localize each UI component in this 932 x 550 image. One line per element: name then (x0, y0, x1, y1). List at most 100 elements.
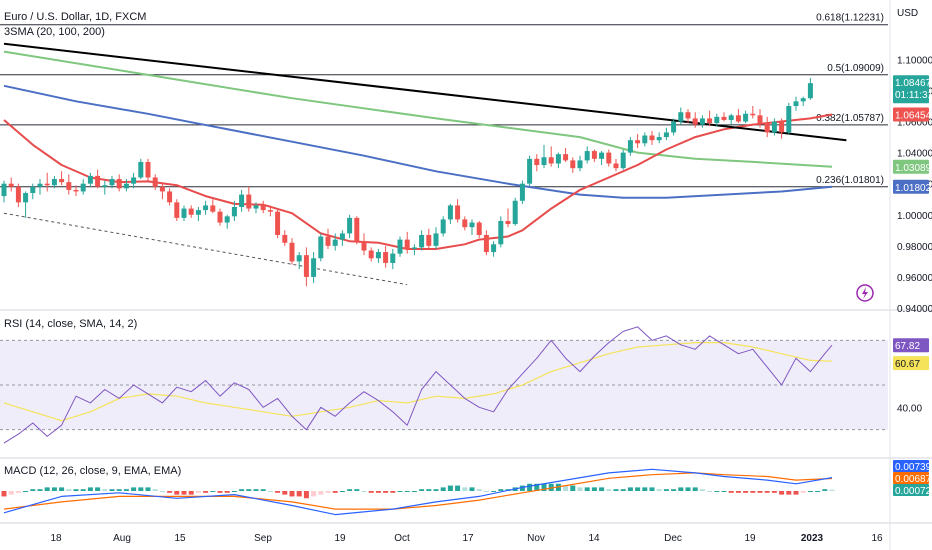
candle-body (267, 210, 273, 212)
candle-body (325, 236, 331, 246)
candle-body (203, 205, 209, 211)
macd-signal-line (3, 472, 833, 510)
candle-body (44, 183, 50, 186)
time-tick-label: Sep (254, 533, 272, 544)
candle-body (289, 242, 295, 262)
candle-body (570, 160, 576, 169)
macd-legend[interactable]: MACD (12, 26, close, 9, EMA, EMA) (4, 465, 182, 477)
candle-body (635, 140, 641, 144)
candle-body (159, 186, 165, 192)
candle-body (174, 202, 180, 218)
candle-body (721, 116, 727, 120)
macd-histogram-bar (368, 491, 374, 493)
candle-body (764, 123, 770, 133)
candle-body (620, 152, 626, 169)
macd-histogram-bar (195, 491, 201, 493)
macd-histogram-bar (563, 485, 569, 491)
candle-body (95, 175, 101, 187)
price-tick-label: 0.98000 (897, 242, 932, 253)
macd-histogram-bar (15, 491, 21, 493)
candle-body (807, 83, 813, 99)
price-tag-1-text: 1.06454 (895, 110, 932, 121)
price-tick-label: 0.96000 (897, 273, 932, 284)
macd-histogram-bar (779, 491, 785, 495)
candle-body (743, 113, 749, 122)
macd-histogram-bar (728, 491, 734, 493)
macd-histogram-bar (109, 489, 115, 491)
candle-body (167, 191, 173, 203)
candle-body (282, 234, 288, 243)
macd-histogram-bar (707, 491, 713, 492)
macd-histogram-bar (527, 483, 533, 491)
candle-body (541, 157, 547, 166)
candle-body (800, 98, 806, 102)
macd-histogram-bar (822, 489, 828, 491)
macd-histogram-bar (469, 487, 475, 491)
candle-body (750, 113, 756, 116)
macd-histogram-bar (714, 491, 720, 492)
candle-body (599, 152, 605, 159)
candle-body (188, 208, 194, 215)
macd-line (3, 468, 833, 516)
macd-histogram-bar (239, 489, 245, 491)
macd-histogram-bar (318, 491, 324, 495)
candle-body (224, 216, 230, 223)
candle-body (577, 160, 583, 169)
rsi-ma-value-tag (893, 356, 929, 371)
macd-histogram-bar (275, 491, 281, 493)
macd-histogram-bar (815, 491, 821, 492)
sma20-line (3, 113, 833, 250)
rsi-ma-value-tag-text: 60.67 (895, 359, 920, 370)
macd-histogram-bar (23, 491, 29, 492)
candle-body (779, 121, 785, 133)
sma-legend[interactable]: 3SMA (20, 100, 200) (4, 26, 105, 38)
candle-body (87, 175, 93, 184)
candle-body (23, 193, 29, 203)
candle-body (152, 177, 158, 187)
candle-body (102, 185, 108, 187)
macd-histogram-bar (260, 489, 266, 491)
macd-histogram-bar (1, 491, 7, 497)
macd-histogram-bar (692, 487, 698, 491)
rsi-line (3, 326, 833, 444)
candle-body (195, 210, 201, 215)
candle-body (685, 112, 691, 119)
price-tick-label: 0.94000 (897, 304, 932, 315)
candle-body (116, 179, 122, 189)
price-tag-1 (893, 107, 929, 122)
macd-histogram-bar (519, 485, 525, 491)
price-tag-2 (893, 159, 929, 174)
price-tag-2-text: 1.03089 (895, 163, 932, 174)
candle-body (404, 239, 410, 249)
candle-body (527, 158, 533, 184)
candle-body (642, 135, 648, 144)
macd-histogram-bar (397, 491, 403, 492)
macd-histogram-bar (419, 489, 425, 491)
macd-histogram-bar (606, 489, 612, 491)
candle-body (613, 163, 619, 169)
candle-body (246, 194, 252, 209)
macd-histogram-bar (311, 491, 317, 497)
candle-body (555, 154, 561, 164)
symbol-title[interactable]: Euro / U.S. Dollar, 1D, FXCM (4, 11, 147, 23)
candle-body (469, 222, 475, 228)
candle-body (728, 115, 734, 120)
candle-body (131, 177, 137, 184)
candle-body (15, 186, 21, 203)
macd-histogram-bar (433, 489, 439, 491)
trendline (3, 42, 847, 142)
macd-histogram-bar (786, 491, 792, 495)
fib-level-label: 0.618(1.12231) (816, 13, 884, 24)
time-tick-label: 19 (744, 533, 756, 544)
macd-histogram-bar (296, 491, 302, 497)
candle-body (534, 158, 540, 166)
rsi-legend[interactable]: RSI (14, close, SMA, 14, 2) (4, 318, 138, 330)
candle-body (411, 247, 417, 249)
macd-histogram-bar (59, 487, 65, 491)
candle-body (260, 205, 266, 211)
candle-body (433, 233, 439, 246)
candle-body (383, 252, 389, 263)
macd-histogram-bar (174, 491, 180, 495)
candle-body (498, 220, 504, 245)
